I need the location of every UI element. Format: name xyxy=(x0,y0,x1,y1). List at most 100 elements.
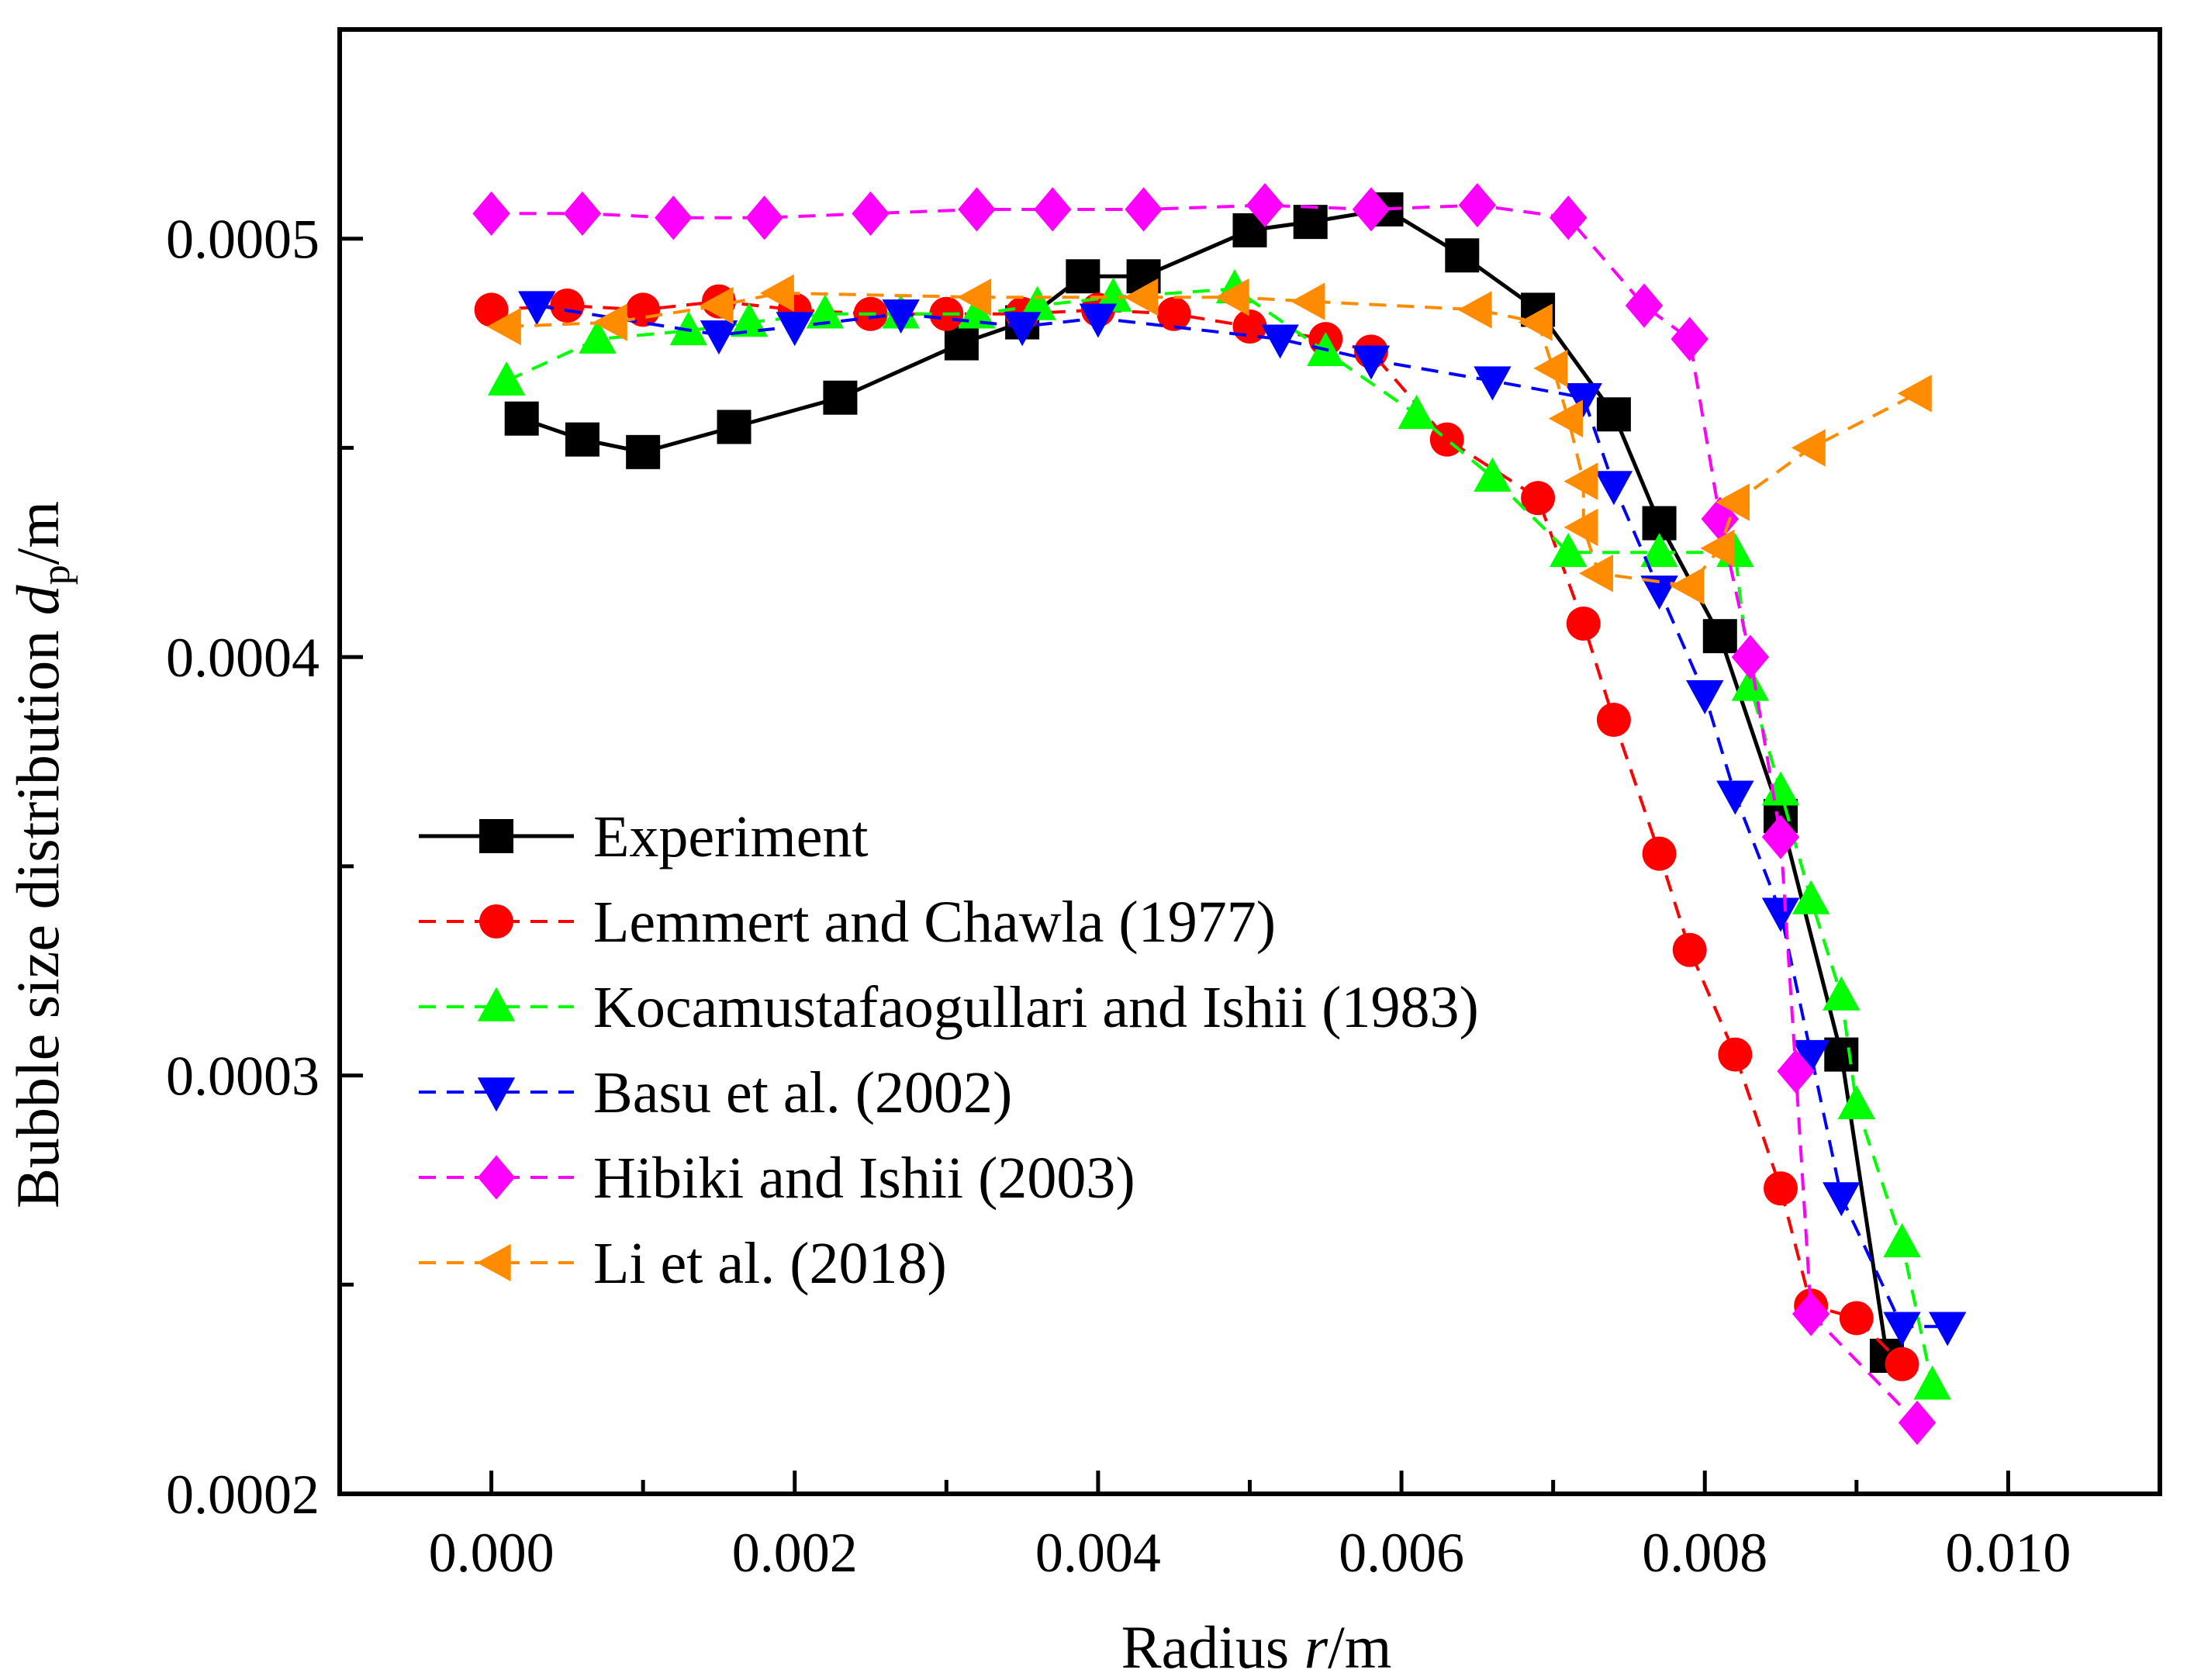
legend-item: Experiment xyxy=(419,804,869,869)
data-point xyxy=(1457,291,1492,329)
y-tick-label: 0.0005 xyxy=(166,209,320,271)
data-point xyxy=(1458,182,1497,228)
data-point xyxy=(550,289,585,323)
x-tick-label: 0.010 xyxy=(1945,1522,2071,1584)
data-point xyxy=(882,299,920,334)
data-point xyxy=(759,274,794,313)
data-point xyxy=(1521,481,1556,516)
y-tick-label: 0.0002 xyxy=(166,1464,320,1526)
data-point xyxy=(626,434,661,469)
data-point xyxy=(1715,483,1750,521)
y-tick-label: 0.0003 xyxy=(166,1046,320,1108)
data-point xyxy=(1474,366,1512,401)
data-point xyxy=(1474,457,1512,492)
legend-item: Basu et al. (2002) xyxy=(419,1060,1012,1125)
plot-marks xyxy=(472,182,1967,1445)
legend: Experiment Lemmert and Chawla (1977) Kocam… xyxy=(419,804,1479,1296)
data-point xyxy=(1445,238,1480,273)
data-point xyxy=(1670,567,1705,605)
data-point xyxy=(730,302,769,337)
data-point xyxy=(1761,771,1800,806)
legend-swatch-marker xyxy=(479,819,513,853)
data-point xyxy=(1672,932,1707,967)
data-point xyxy=(1596,397,1631,432)
y-axis-title: Bubble size distribution dp/m xyxy=(4,501,78,1208)
series xyxy=(487,269,1951,1400)
data-point xyxy=(1883,1312,1921,1346)
legend-item: Lemmert and Chawla (1977) xyxy=(419,890,1276,955)
data-point xyxy=(1429,422,1464,457)
data-point xyxy=(944,326,979,361)
data-point xyxy=(1824,1037,1859,1072)
data-point xyxy=(1764,1171,1798,1206)
legend-swatch-marker xyxy=(476,1243,511,1282)
data-point xyxy=(1246,182,1284,228)
data-point xyxy=(1928,1312,1967,1346)
data-point xyxy=(1352,345,1391,380)
data-point xyxy=(1777,1049,1815,1094)
data-point xyxy=(1595,471,1633,506)
data-point xyxy=(1550,532,1588,567)
y-tick-label: 0.0004 xyxy=(166,627,320,689)
data-point xyxy=(579,319,617,354)
data-point xyxy=(504,401,539,436)
data-point xyxy=(1791,1291,1830,1336)
data-point xyxy=(1700,529,1735,568)
data-point xyxy=(1898,1400,1937,1445)
data-point xyxy=(472,191,510,236)
data-point xyxy=(1716,780,1754,815)
data-point xyxy=(717,410,751,444)
data-point xyxy=(593,303,627,341)
data-point xyxy=(1640,576,1678,610)
legend-swatch-marker xyxy=(477,1077,516,1112)
x-axis-title: Radius r/m xyxy=(1121,1613,1392,1680)
data-point xyxy=(1686,679,1724,714)
data-point xyxy=(1156,296,1191,331)
data-point xyxy=(1837,1085,1876,1120)
legend-label: Basu et al. (2002) xyxy=(593,1060,1012,1125)
data-point xyxy=(1883,1223,1921,1258)
data-point xyxy=(1003,312,1042,347)
data-point xyxy=(1731,666,1770,701)
legend-item: Kocamustafaogullari and Ishii (1983) xyxy=(419,975,1479,1040)
legend-swatch-marker xyxy=(477,987,516,1021)
data-point xyxy=(699,286,734,325)
data-point xyxy=(745,195,783,240)
data-point xyxy=(1839,1301,1874,1336)
data-point xyxy=(1124,278,1159,316)
data-point xyxy=(1563,462,1598,500)
data-point xyxy=(1823,976,1861,1011)
data-point xyxy=(1079,303,1118,338)
data-point xyxy=(1702,619,1737,654)
series xyxy=(504,192,1904,1373)
data-point xyxy=(957,278,992,316)
data-point xyxy=(1352,187,1391,232)
data-point xyxy=(1791,880,1830,914)
data-point xyxy=(1214,278,1249,316)
data-point xyxy=(852,191,890,236)
data-point xyxy=(958,187,996,232)
data-point xyxy=(1791,1039,1830,1074)
legend-label: Kocamustafaogullari and Ishii (1983) xyxy=(593,975,1479,1040)
legend-item: Hibiki and Ishii (2003) xyxy=(419,1146,1135,1211)
data-point xyxy=(1564,382,1602,417)
legend-label: Lemmert and Chawla (1977) xyxy=(593,890,1276,955)
data-point xyxy=(1671,316,1709,361)
data-point xyxy=(1548,399,1583,437)
data-point xyxy=(1533,349,1568,388)
data-point xyxy=(1094,277,1132,312)
data-point xyxy=(1913,1365,1951,1400)
data-point xyxy=(1566,606,1601,641)
x-tick-label: 0.000 xyxy=(429,1522,555,1584)
x-tick-label: 0.004 xyxy=(1035,1522,1161,1584)
data-point xyxy=(1761,897,1800,932)
data-point xyxy=(1261,324,1299,359)
x-tick-label: 0.008 xyxy=(1642,1522,1767,1584)
series xyxy=(486,274,1932,605)
data-point xyxy=(1034,187,1072,232)
data-point xyxy=(669,311,708,346)
data-point xyxy=(1125,187,1163,232)
data-point xyxy=(1596,703,1631,738)
data-point xyxy=(1731,634,1770,679)
